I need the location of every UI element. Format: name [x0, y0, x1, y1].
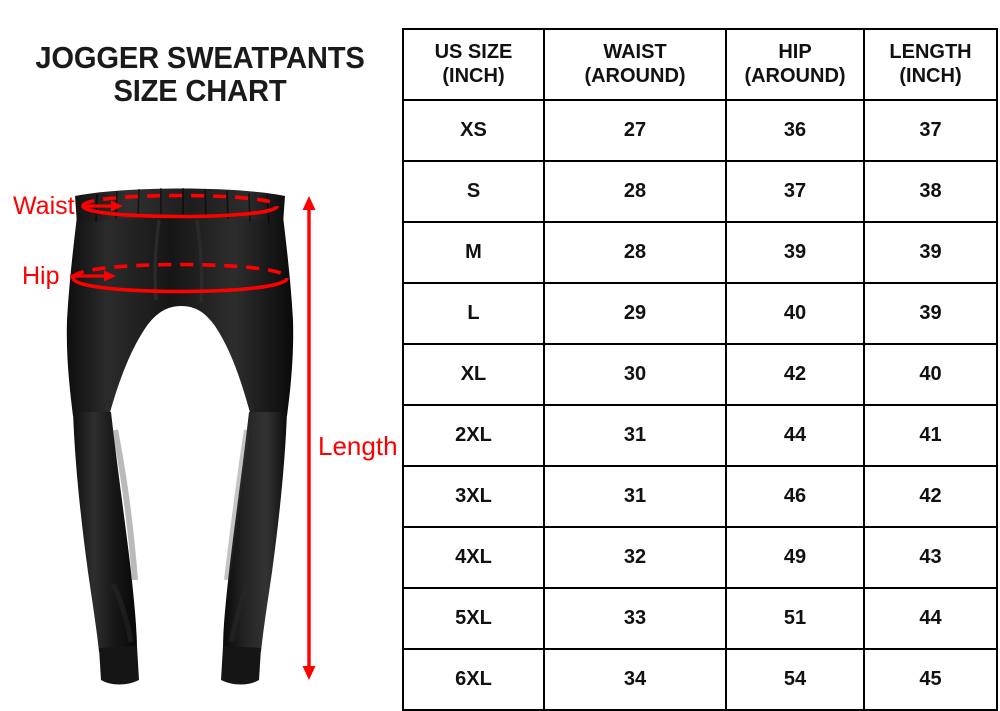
table-row: XL 30 42 40: [402, 343, 998, 406]
cell-hip: 36: [725, 99, 865, 162]
cell-hip: 42: [725, 343, 865, 406]
table-row: 4XL 32 49 43: [402, 526, 998, 589]
table-row: 2XL 31 44 41: [402, 404, 998, 467]
cell-length: 42: [863, 465, 998, 528]
table-row: XS 27 36 37: [402, 99, 998, 162]
waistband-ribbing: [95, 188, 270, 224]
column-header-us-size-line1: US SIZE: [434, 40, 513, 63]
cell-length: 37: [863, 99, 998, 162]
cell-length: 44: [863, 587, 998, 650]
cell-hip: 49: [725, 526, 865, 589]
hip-measure-ellipse: [71, 262, 289, 294]
drawstring-right: [195, 219, 204, 303]
cell-length: 43: [863, 526, 998, 589]
size-chart-table-container: US SIZE (INCH) WAIST (AROUND) HIP (AROUN…: [402, 28, 998, 711]
column-header-waist: WAIST (AROUND): [543, 28, 727, 101]
cell-waist: 27: [543, 99, 727, 162]
cell-size: 4XL: [402, 526, 545, 589]
title-line-2: SIZE CHART: [113, 72, 287, 108]
hip-label: Hip: [22, 262, 60, 290]
table-head: US SIZE (INCH) WAIST (AROUND) HIP (AROUN…: [402, 28, 998, 101]
waist-arrow-icon: [83, 198, 125, 219]
cell-waist: 31: [543, 404, 727, 467]
cell-waist: 34: [543, 648, 727, 711]
cell-size: 6XL: [402, 648, 545, 711]
illustration-panel: JOGGER SWEATPANTS SIZE CHART: [0, 0, 400, 705]
cell-length: 40: [863, 343, 998, 406]
cell-size: 3XL: [402, 465, 545, 528]
cell-length: 45: [863, 648, 998, 711]
cell-hip: 54: [725, 648, 865, 711]
cell-size: 2XL: [402, 404, 545, 467]
column-header-hip: HIP (AROUND): [725, 28, 865, 101]
column-header-waist-line1: WAIST: [603, 40, 667, 63]
drawstring-left: [153, 219, 161, 301]
length-arrow-icon: [296, 193, 322, 688]
cell-hip: 46: [725, 465, 865, 528]
cell-waist: 28: [543, 160, 727, 223]
cell-hip: 40: [725, 282, 865, 345]
cell-hip: 37: [725, 160, 865, 223]
cell-length: 39: [863, 221, 998, 284]
table-row: S 28 37 38: [402, 160, 998, 223]
column-header-length-line2: (INCH): [899, 64, 962, 87]
left-leg-fold: [112, 429, 138, 581]
cell-waist: 30: [543, 343, 727, 406]
cell-length: 39: [863, 282, 998, 345]
hip-arrow-icon: [70, 268, 118, 289]
column-header-length: LENGTH (INCH): [863, 28, 998, 101]
cell-size: XL: [402, 343, 545, 406]
cell-size: 5XL: [402, 587, 545, 650]
pants-body: [66, 216, 294, 416]
pants-left-leg: [73, 412, 137, 652]
cell-length: 41: [863, 404, 998, 467]
table-row: 3XL 31 46 42: [402, 465, 998, 528]
cell-waist: 29: [543, 282, 727, 345]
page-title: JOGGER SWEATPANTS SIZE CHART: [0, 40, 400, 108]
table-row: M 28 39 39: [402, 221, 998, 284]
cell-waist: 33: [543, 587, 727, 650]
pants-right-leg: [223, 412, 287, 652]
right-ankle-cuff: [221, 646, 261, 685]
cell-size: S: [402, 160, 545, 223]
table-body: XS 27 36 37 S 28 37 38 M 28 39 39 L 29 4…: [402, 99, 998, 711]
column-header-us-size: US SIZE (INCH): [402, 28, 545, 101]
table-row: L 29 40 39: [402, 282, 998, 345]
cell-hip: 51: [725, 587, 865, 650]
cell-waist: 31: [543, 465, 727, 528]
cell-length: 38: [863, 160, 998, 223]
cell-size: M: [402, 221, 545, 284]
table-header-row: US SIZE (INCH) WAIST (AROUND) HIP (AROUN…: [402, 28, 998, 101]
table-row: 6XL 34 54 45: [402, 648, 998, 711]
right-calf-fold: [228, 583, 250, 643]
cell-hip: 44: [725, 404, 865, 467]
column-header-hip-line2: (AROUND): [744, 64, 846, 87]
cell-hip: 39: [725, 221, 865, 284]
cell-size: XS: [402, 99, 545, 162]
column-header-length-line1: LENGTH: [889, 40, 972, 63]
cell-waist: 28: [543, 221, 727, 284]
length-label: Length: [318, 431, 398, 461]
cell-waist: 32: [543, 526, 727, 589]
column-header-us-size-line2: (INCH): [442, 64, 505, 87]
cell-size: L: [402, 282, 545, 345]
column-header-waist-line2: (AROUND): [584, 64, 686, 87]
column-header-hip-line1: HIP: [778, 40, 812, 63]
left-calf-fold: [110, 582, 134, 643]
right-leg-fold: [224, 429, 250, 581]
size-chart-table: US SIZE (INCH) WAIST (AROUND) HIP (AROUN…: [402, 28, 998, 711]
title-line-1: JOGGER SWEATPANTS: [35, 40, 365, 75]
left-ankle-cuff: [99, 646, 139, 685]
waist-label: Waist: [13, 192, 75, 220]
table-row: 5XL 33 51 44: [402, 587, 998, 650]
jogger-sweatpants-illustration: [55, 180, 305, 690]
waist-measure-ellipse: [81, 193, 279, 219]
